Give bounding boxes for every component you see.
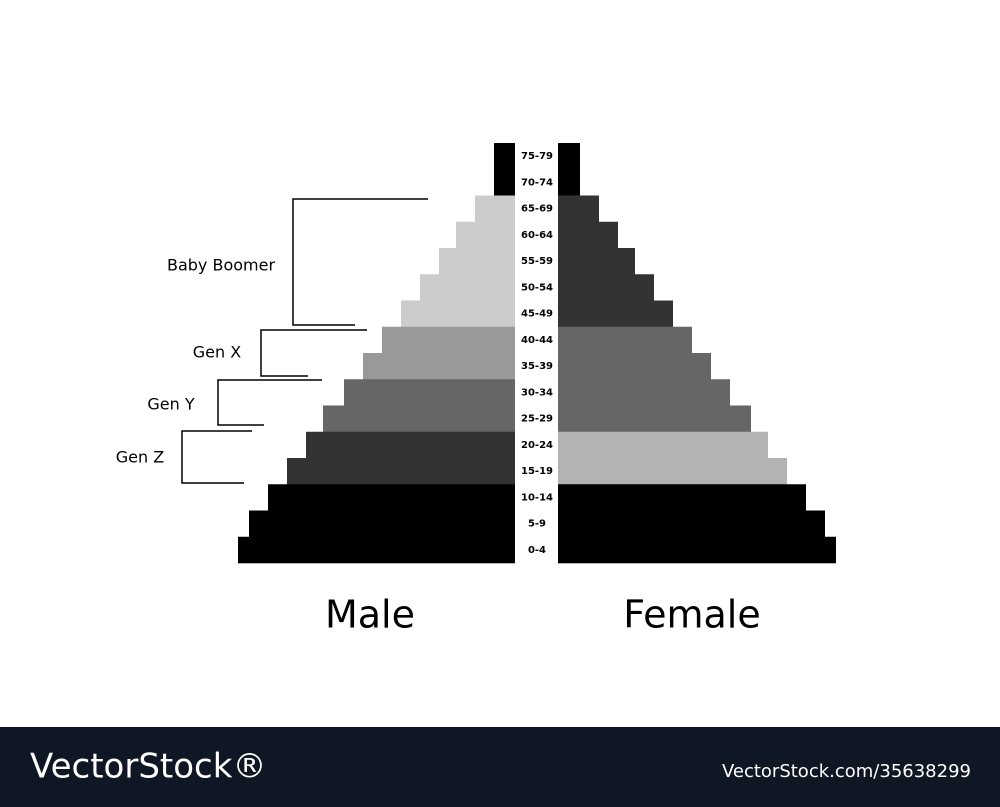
bar (475, 195, 515, 223)
age-label: 15-19 (521, 466, 553, 477)
generation-label: Gen Z (116, 448, 164, 467)
bracket (292, 198, 428, 326)
bar (558, 458, 787, 485)
bar (249, 510, 515, 538)
bar (558, 484, 806, 511)
bar (558, 431, 768, 459)
bar (558, 169, 580, 196)
bar (558, 353, 711, 380)
age-label: 65-69 (521, 204, 553, 215)
bar (287, 458, 515, 485)
age-label: 60-64 (521, 230, 553, 241)
bar (558, 405, 751, 433)
bar (558, 300, 673, 328)
bar (558, 143, 580, 170)
bar (401, 300, 515, 328)
footer-bar (0, 727, 1000, 807)
age-label: 50-54 (521, 282, 553, 293)
bar (268, 484, 515, 511)
bar (558, 195, 599, 223)
generation-label: Baby Boomer (167, 256, 275, 275)
bar (323, 405, 515, 433)
age-label: 55-59 (521, 256, 553, 267)
bar (558, 221, 618, 249)
bar (238, 536, 515, 564)
bar (558, 248, 635, 275)
age-label: 45-49 (521, 309, 553, 320)
bar (558, 536, 836, 564)
age-label: 10-14 (521, 492, 553, 503)
age-label: 75-79 (521, 151, 553, 162)
bar (558, 326, 692, 354)
bar (558, 274, 654, 301)
age-label: 40-44 (521, 335, 553, 346)
bar (344, 379, 515, 406)
bracket (181, 430, 252, 484)
bar (494, 143, 515, 170)
bracket (217, 379, 322, 426)
age-label: 70-74 (521, 177, 553, 188)
legend-label: Female (623, 593, 760, 637)
bar (558, 510, 825, 538)
image-id: VectorStock.com/35638299 (722, 761, 971, 782)
bar (494, 169, 515, 196)
age-label: 35-39 (521, 361, 553, 372)
legend-label: Male (325, 593, 415, 637)
generation-label: Gen Y (147, 395, 194, 414)
bar (382, 326, 515, 354)
age-label: 0-4 (528, 545, 546, 556)
brand: VectorStock® (30, 747, 266, 787)
age-label: 30-34 (521, 387, 553, 398)
bar (306, 431, 515, 459)
age-label: 5-9 (528, 519, 546, 530)
age-label: 20-24 (521, 440, 553, 451)
bar (439, 248, 515, 275)
bar (456, 221, 515, 249)
bar (420, 274, 515, 301)
bar (363, 353, 515, 380)
bar (558, 379, 730, 406)
bracket (260, 329, 367, 377)
age-label: 25-29 (521, 414, 553, 425)
generation-label: Gen X (193, 343, 241, 362)
